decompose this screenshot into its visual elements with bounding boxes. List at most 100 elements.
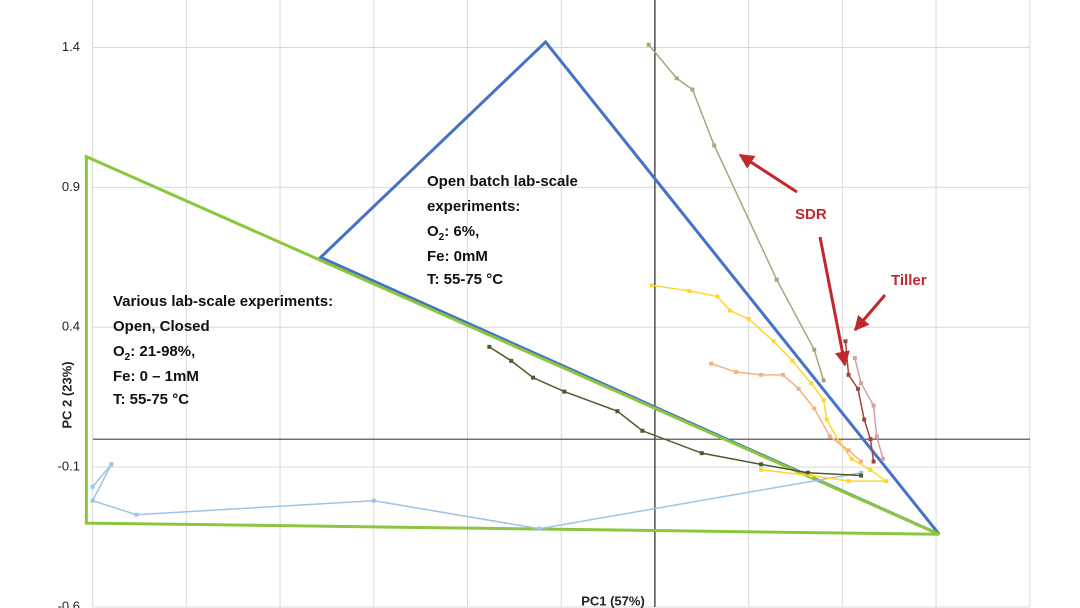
y-tick-label: 1.4 [62,39,80,54]
annotation: Various lab-scale experiments: [113,293,333,310]
x-axis-label: PC1 (57%) [581,593,645,608]
annotation-part: 2 [125,352,131,363]
annotation: T: 55-75 °C [427,271,503,288]
point [843,339,848,344]
annotation: T: 55-75 °C [113,391,189,408]
point [812,347,817,352]
point [821,398,826,403]
point [874,434,879,439]
annotation: O2: 21-98%, [113,343,195,363]
point [674,76,679,81]
point [699,451,704,456]
series-line [844,341,875,462]
point [805,470,810,475]
point [690,87,695,92]
arrow [738,153,798,194]
point [809,473,814,478]
point [862,417,867,422]
point [859,473,864,478]
point [715,294,720,299]
point [880,456,885,461]
point [868,437,873,442]
annotation: Fe: 0 – 1mM [113,368,199,385]
annotation: Fe: 0mM [427,248,488,265]
y-axis-label: PC 2 (23%) [59,361,74,428]
point [487,344,492,349]
point [827,434,832,439]
point [537,526,542,531]
point [846,448,851,453]
annotation: Open, Closed [113,318,210,335]
region-outline [84,154,940,536]
point [859,381,864,386]
series-line [488,346,862,477]
annotation: Tiller [891,272,927,289]
point [727,308,732,313]
arrow [818,236,850,367]
point [846,372,851,377]
point [709,361,714,366]
point [824,417,829,422]
point [90,498,95,503]
annotation-part: 2 [439,232,445,243]
annotation-part: O [113,343,125,360]
point [859,470,864,475]
point [562,389,567,394]
point [509,358,514,363]
point [640,428,645,433]
point [780,372,785,377]
annotation: Open batch lab-scale [427,173,578,190]
point [646,42,651,47]
point [790,358,795,363]
point [871,459,876,464]
annotation: experiments: [427,198,520,215]
arrow [853,294,887,332]
point [771,339,776,344]
point [796,386,801,391]
point [615,409,620,414]
annotation: SDR [795,206,827,223]
point [846,479,851,484]
point [531,375,536,380]
point [849,456,854,461]
point [734,370,739,375]
point [649,283,654,288]
point [868,467,873,472]
point [812,406,817,411]
point [855,386,860,391]
point [837,439,842,444]
point [746,316,751,321]
region-outline [318,39,941,536]
annotation-part: : 21-98%, [130,343,195,360]
point [712,143,717,148]
annotation-part: : 6%, [444,223,479,240]
annotation-part: O [427,223,439,240]
point [371,498,376,503]
point [809,381,814,386]
point [852,356,857,361]
point [884,479,889,484]
series-line [91,463,862,530]
y-tick-label: -0.1 [58,459,80,474]
point [759,372,764,377]
point [134,512,139,517]
point [109,462,114,467]
point [821,378,826,383]
point [871,403,876,408]
point [759,462,764,467]
y-tick-label: -0.6 [58,598,80,608]
point [759,467,764,472]
series-line [854,357,884,459]
plot-area [84,39,941,536]
point [774,277,779,282]
y-tick-label: 0.9 [62,179,80,194]
point [687,288,692,293]
grid: 1.4 0.9 0.4 -0.1 -0.6 [58,0,1031,608]
y-tick-label: 0.4 [62,319,80,334]
annotation: O2: 6%, [427,223,479,243]
point [90,484,95,489]
series-line [710,362,862,463]
point [859,459,864,464]
annotations: Open batch lab-scale experiments: O2: 6%… [113,153,927,408]
